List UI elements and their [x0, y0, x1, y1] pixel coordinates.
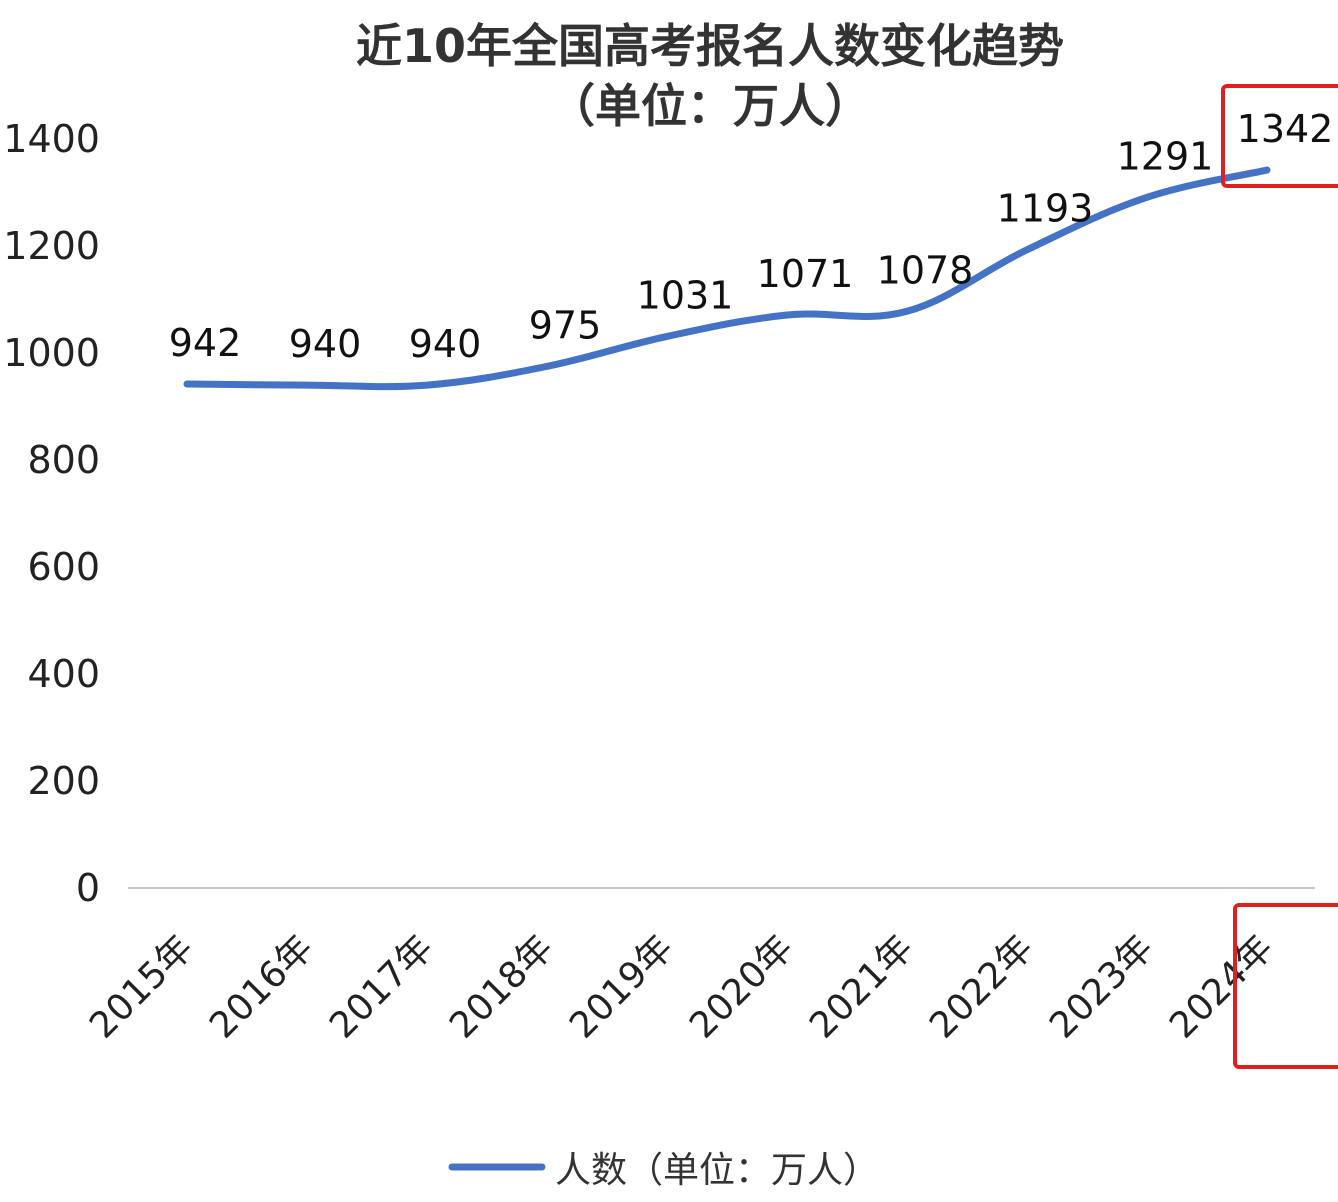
x-tick-label: 2017年	[322, 927, 441, 1046]
y-tick-label: 400	[27, 652, 100, 696]
data-label: 1071	[757, 252, 854, 296]
y-tick-label: 800	[27, 438, 100, 482]
x-tick-label: 2023年	[1042, 927, 1161, 1046]
data-label: 1078	[877, 248, 974, 292]
x-tick-label: 2022年	[922, 927, 1041, 1046]
y-tick-label: 600	[27, 545, 100, 589]
x-tick-label: 2024年	[1162, 927, 1281, 1046]
y-axis-ticks: 0 200 400 600 800 1000 1200 1400	[3, 117, 100, 910]
highlight-box-value	[1221, 84, 1338, 189]
x-tick-label: 2015年	[82, 927, 201, 1046]
y-tick-label: 1000	[3, 331, 100, 375]
highlight-boxes	[1221, 84, 1338, 1069]
data-label: 1193	[997, 187, 1094, 231]
chart-subtitle: （单位：万人）	[549, 79, 871, 133]
series-line	[183, 166, 1271, 391]
highlight-box-category	[1233, 903, 1338, 1069]
x-tick-label: 2016年	[202, 927, 321, 1046]
data-label: 975	[529, 303, 602, 347]
x-tick-label: 2018年	[442, 927, 561, 1046]
data-label: 1291	[1117, 134, 1214, 178]
data-label: 1342	[1237, 107, 1334, 151]
y-tick-label: 1400	[3, 117, 100, 161]
data-label: 1031	[637, 273, 734, 317]
legend: 人数（单位：万人）	[448, 1150, 879, 1191]
x-tick-label: 2020年	[682, 927, 801, 1046]
data-label: 942	[169, 321, 242, 365]
data-labels: 942 940 940 975 1031 1071 1078 1193 1291 1342	[169, 107, 1334, 366]
legend-label: 人数（单位：万人）	[555, 1150, 879, 1191]
x-tick-label: 2021年	[802, 927, 921, 1046]
data-label: 940	[289, 322, 362, 366]
chart-title: 近10年全国高考报名人数变化趋势	[356, 19, 1064, 73]
y-tick-label: 1200	[3, 224, 100, 268]
x-tick-label: 2019年	[562, 927, 681, 1046]
y-tick-label: 200	[27, 759, 100, 803]
y-tick-label: 0	[76, 866, 100, 910]
x-axis-ticks: 2015年 2016年 2017年 2018年 2019年 2020年 2021年 2022年…	[82, 927, 1281, 1046]
data-label: 940	[409, 322, 482, 366]
